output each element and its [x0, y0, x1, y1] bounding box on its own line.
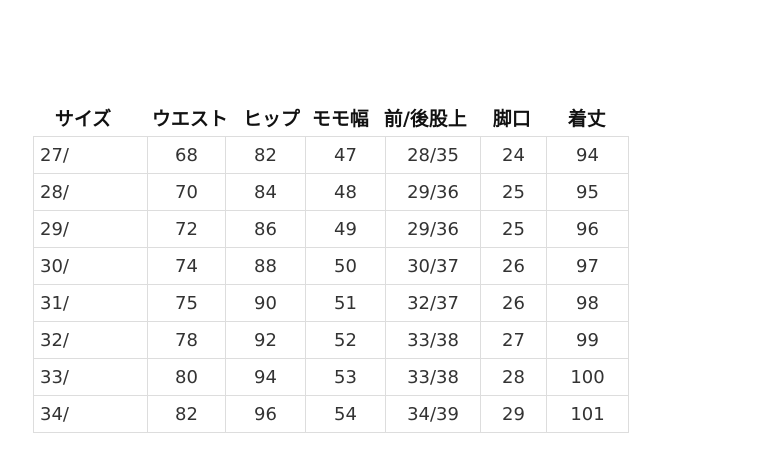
cell-length: 101 [546, 395, 629, 433]
cell-size: 30/ [33, 247, 148, 285]
cell-size: 29/ [33, 210, 148, 248]
cell-hip: 92 [225, 321, 306, 359]
cell-waist: 75 [147, 284, 226, 322]
cell-waist: 74 [147, 247, 226, 285]
table-row: 28/70 84 48 29/36 25 95 [33, 173, 629, 211]
header-hem: 脚口 [493, 108, 532, 130]
table-row: 34/82 96 54 34/39 29 101 [33, 395, 629, 433]
table-row: 31/75 90 51 32/37 26 98 [33, 284, 629, 322]
cell-size: 33/ [33, 358, 148, 396]
header-rise: 前/後股上 [384, 108, 467, 130]
table-row: 33/80 94 53 33/38 28 100 [33, 358, 629, 396]
cell-waist: 82 [147, 395, 226, 433]
cell-thigh: 54 [305, 395, 386, 433]
cell-thigh: 53 [305, 358, 386, 396]
cell-rise: 29/36 [385, 210, 481, 248]
cell-length: 96 [546, 210, 629, 248]
cell-length: 99 [546, 321, 629, 359]
cell-thigh: 47 [305, 136, 386, 174]
cell-hip: 94 [225, 358, 306, 396]
cell-length: 95 [546, 173, 629, 211]
cell-hip: 84 [225, 173, 306, 211]
cell-length: 94 [546, 136, 629, 174]
cell-length: 98 [546, 284, 629, 322]
header-hip: ヒップ [243, 108, 301, 130]
cell-thigh: 49 [305, 210, 386, 248]
cell-thigh: 50 [305, 247, 386, 285]
header-length: 着丈 [568, 108, 607, 130]
cell-hip: 90 [225, 284, 306, 322]
cell-hem: 25 [480, 210, 547, 248]
cell-hem: 26 [480, 247, 547, 285]
cell-rise: 32/37 [385, 284, 481, 322]
cell-size: 28/ [33, 173, 148, 211]
cell-length: 100 [546, 358, 629, 396]
cell-size: 34/ [33, 395, 148, 433]
header-waist: ウエスト [152, 108, 229, 130]
cell-hip: 82 [225, 136, 306, 174]
header-size: サイズ [55, 108, 112, 130]
table-row: 27/68 82 47 28/35 24 94 [33, 136, 629, 174]
cell-hip: 88 [225, 247, 306, 285]
table-row: 29/72 86 49 29/36 25 96 [33, 210, 629, 248]
cell-hem: 25 [480, 173, 547, 211]
cell-hem: 27 [480, 321, 547, 359]
size-table: 27/68 82 47 28/35 24 94 28/70 84 48 29/36 25 95 29/7… [33, 136, 629, 433]
cell-waist: 72 [147, 210, 226, 248]
cell-size: 27/ [33, 136, 148, 174]
cell-rise: 29/36 [385, 173, 481, 211]
cell-hem: 24 [480, 136, 547, 174]
cell-waist: 80 [147, 358, 226, 396]
cell-thigh: 48 [305, 173, 386, 211]
cell-size: 32/ [33, 321, 148, 359]
cell-hem: 28 [480, 358, 547, 396]
cell-rise: 33/38 [385, 321, 481, 359]
cell-thigh: 51 [305, 284, 386, 322]
cell-thigh: 52 [305, 321, 386, 359]
table-row: 30/74 88 50 30/37 26 97 [33, 247, 629, 285]
cell-hip: 96 [225, 395, 306, 433]
cell-rise: 30/37 [385, 247, 481, 285]
cell-length: 97 [546, 247, 629, 285]
cell-waist: 78 [147, 321, 226, 359]
cell-size: 31/ [33, 284, 148, 322]
cell-rise: 33/38 [385, 358, 481, 396]
cell-hem: 26 [480, 284, 547, 322]
cell-rise: 28/35 [385, 136, 481, 174]
cell-hem: 29 [480, 395, 547, 433]
cell-waist: 68 [147, 136, 226, 174]
header-thigh: モモ幅 [312, 108, 370, 130]
table-row: 32/78 92 52 33/38 27 99 [33, 321, 629, 359]
cell-waist: 70 [147, 173, 226, 211]
cell-hip: 86 [225, 210, 306, 248]
cell-rise: 34/39 [385, 395, 481, 433]
